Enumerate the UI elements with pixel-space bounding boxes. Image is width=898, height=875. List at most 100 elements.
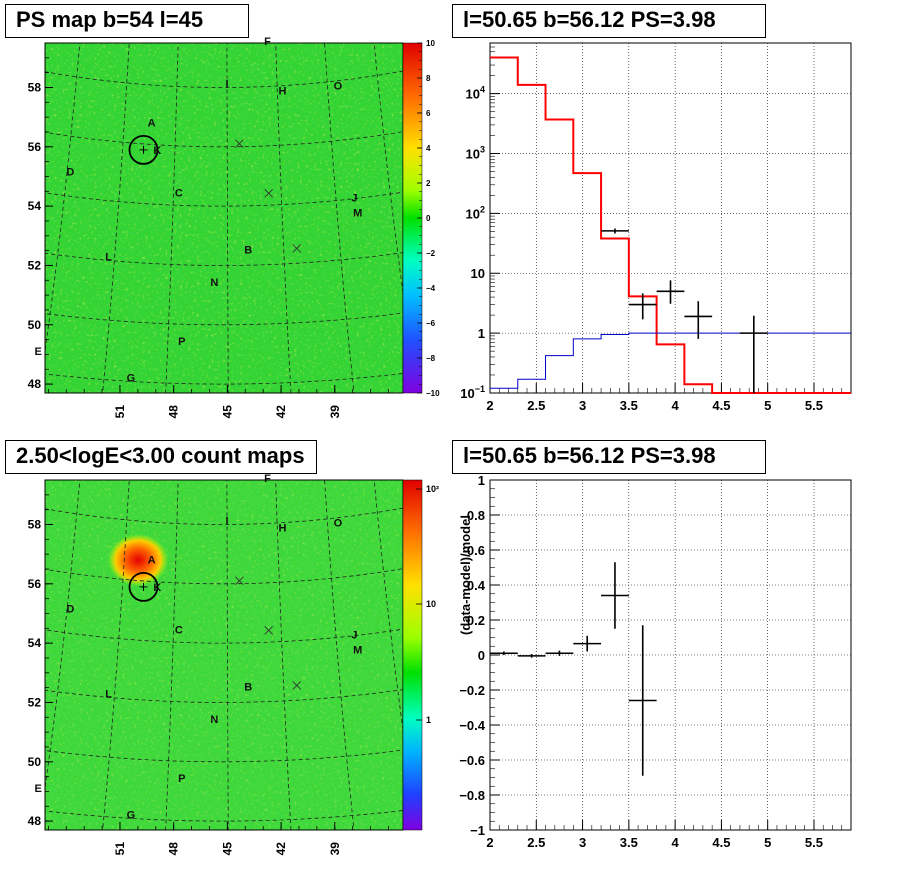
data-point [684,301,713,339]
residual-point [573,635,602,652]
map-x-tick-label: 51 [113,405,127,419]
map-x-tick-label: 45 [220,405,234,419]
data-point [628,293,657,320]
source-label: C [175,187,183,199]
ps-map-axes: 51 48 45 42 39 58 56 54 52 50 48 [28,57,389,419]
y-tick-label: 10 [471,266,485,281]
residual-point [601,562,629,629]
source-cross [264,189,273,198]
latitude-line [45,507,403,525]
map-x-tick-label: 51 [113,842,127,856]
x-tick-label: 2 [486,398,493,413]
ps-colorbar-tick: 10 [426,39,435,48]
source-label: E [35,346,42,358]
source-label: G [127,372,136,384]
source-label: O [334,518,343,530]
map-y-tick-label: 50 [28,755,42,769]
longitude-line [45,43,81,354]
map-x-tick-label: 39 [328,405,342,419]
source-label: O [334,81,343,93]
map-y-tick-label: 52 [28,258,42,272]
map-y-tick-label: 48 [28,377,42,391]
x-tick-label: 2 [486,835,493,850]
latitude-line [45,252,403,266]
x-tick-label: 2.5 [527,398,545,413]
count-map-hotspot [108,534,168,586]
longitude-line [373,480,403,733]
latitude-line [45,131,403,148]
count-map-title: 2.50<logE<3.00 count maps [5,440,317,474]
x-tick-label: 4 [672,835,680,850]
source-center-mark [139,582,148,591]
y-tick-label: 1 [478,326,485,341]
ps-colorbar-tick: 0 [426,214,431,223]
y-tick-label: 103 [466,144,485,161]
ps-colorbar-tick: 4 [426,144,431,153]
source-label: C [175,624,183,636]
longitude-line [324,480,355,830]
ps-colorbar-tick: −6 [426,319,436,328]
ps-map-title: PS map b=54 l=45 [5,4,249,38]
residual-point [628,625,657,776]
y-tick-label: −0.2 [459,683,485,698]
map-x-tick-label: 42 [274,842,288,856]
ps-colorbar-tick: 2 [426,179,431,188]
x-tick-label: 5.5 [805,835,823,850]
spectrum-plot: 2 2.5 3 3.5 4 4.5 5 5.5 10−1 1 10 102 103 104 [460,42,852,413]
source-label: E [35,783,42,795]
source-cross [292,244,302,253]
source-label: I [225,78,228,90]
source-label: B [244,244,252,256]
y-tick-label: −0.4 [459,718,485,733]
data-point [656,280,685,304]
map-y-tick-label: 58 [28,517,42,531]
latitude-line [45,312,403,326]
ps-colorbar-tick: 6 [426,109,431,118]
map-y-tick-label: 56 [28,577,42,591]
map-x-tick-label: 39 [328,842,342,856]
source-label: J [351,193,357,205]
source-label: N [210,277,218,289]
map-x-tick-label: 48 [167,405,181,419]
x-tick-label: 3 [579,835,586,850]
ps-map-texture-2 [45,43,403,393]
longitude-line [275,43,292,393]
residual-point [545,650,574,656]
source-label: D [66,603,74,615]
latitude-line [45,628,403,644]
source-circle [128,572,159,602]
longitude-line [102,43,130,393]
x-tick-label: 3 [579,398,586,413]
spectrum-title: l=50.65 b=56.12 PS=3.98 [452,4,766,38]
source-cross [235,139,244,149]
x-tick-label: 4.5 [712,398,730,413]
source-circle [128,135,159,165]
y-tick-label: 0.6 [467,543,485,558]
y-tick-label: 1 [478,473,485,488]
source-label: P [178,773,185,785]
x-tick-label: 4.5 [712,835,730,850]
source-label: L [105,251,112,263]
map-x-tick-label: 45 [220,842,234,856]
count-colorbar-tick: 10² [426,484,439,494]
source-label: F [264,36,271,48]
y-tick-label: −0.8 [459,788,485,803]
x-tick-label: 2.5 [527,835,545,850]
y-tick-label: 0.4 [467,578,486,593]
source-label: J [351,630,357,642]
y-tick-label: −1 [470,823,485,838]
latitude-line [45,689,403,703]
ps-colorbar-tick: −8 [426,354,436,363]
source-label: N [210,714,218,726]
x-tick-label: 3.5 [620,398,638,413]
residual-point [490,651,518,655]
y-tick-label: 0.2 [467,613,485,628]
ps-map-coordinate-grid [45,43,403,393]
map-y-tick-label: 54 [28,636,42,650]
source-label: M [353,207,362,219]
longitude-line [102,480,130,830]
source-cross [292,681,302,690]
